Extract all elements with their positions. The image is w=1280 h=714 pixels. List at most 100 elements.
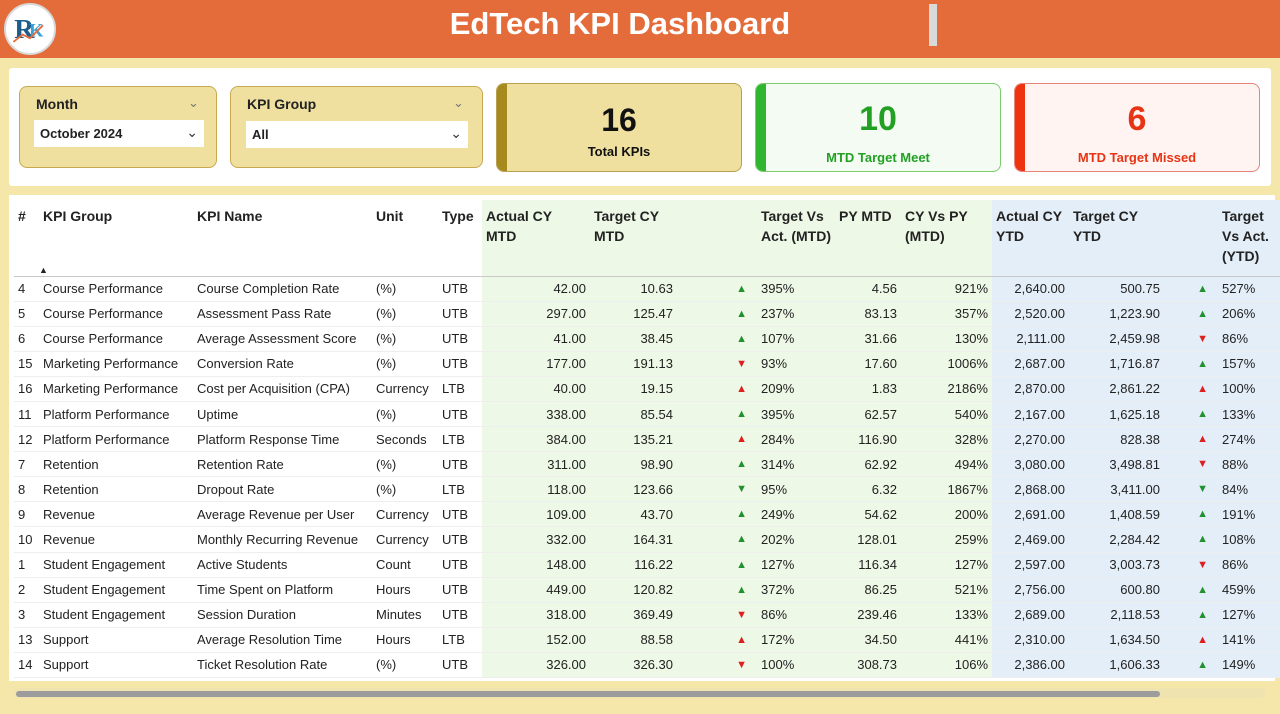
month-slicer: Month ⌄ October 2024 ⌄ xyxy=(19,86,217,168)
row-cy-vs-py: 259% xyxy=(901,526,992,553)
row-unit: (%) xyxy=(372,301,438,327)
row-py-mtd: 116.90 xyxy=(835,426,901,453)
row-kpi-group: Marketing Performance xyxy=(39,351,193,377)
row-target-ytd: 3,003.73 xyxy=(1069,552,1164,578)
row-kpi-name: Platform Response Time xyxy=(193,426,372,453)
row-target-mtd: 10.63 xyxy=(590,276,677,302)
table-row[interactable]: 13 Support Average Resolution Time Hours LTB… xyxy=(14,627,1280,653)
row-unit: (%) xyxy=(372,351,438,377)
col-header-py-mtd[interactable]: PY MTD xyxy=(835,200,901,277)
row-target-ytd: 828.38 xyxy=(1069,426,1164,453)
row-cy-vs-py: 1006% xyxy=(901,351,992,377)
row-cy-vs-py: 1867% xyxy=(901,476,992,503)
row-type: UTB xyxy=(438,501,482,528)
sort-ascending-icon: ▲ xyxy=(39,265,48,275)
triangle-up-icon: ▲ xyxy=(677,426,757,453)
row-unit: Currency xyxy=(372,376,438,402)
chevron-down-icon[interactable]: ⌄ xyxy=(453,95,464,110)
col-header-target-mtd[interactable]: Target CY MTD xyxy=(590,200,677,277)
col-header-num[interactable]: # xyxy=(14,200,39,277)
table-row[interactable]: 16 Marketing Performance Cost per Acquisit… xyxy=(14,376,1280,402)
row-actual-mtd: 40.00 xyxy=(482,376,590,402)
row-kpi-group: Course Performance xyxy=(39,276,193,302)
row-kpi-group: Marketing Performance xyxy=(39,376,193,402)
col-header-actual-ytd[interactable]: Actual CY YTD xyxy=(992,200,1069,277)
target-meet-value: 10 xyxy=(859,100,897,138)
row-kpi-name: Active Students xyxy=(193,552,372,578)
row-num: 10 xyxy=(14,526,39,553)
row-unit: Seconds xyxy=(372,426,438,453)
table-row[interactable]: 3 Student Engagement Session Duration Minut… xyxy=(14,602,1280,628)
row-kpi-group: Course Performance xyxy=(39,326,193,352)
row-kpi-name: Average Resolution Time xyxy=(193,627,372,653)
table-row[interactable]: 14 Support Ticket Resolution Rate (%) UTB 326… xyxy=(14,652,1280,679)
row-py-mtd: 308.73 xyxy=(835,652,901,679)
kpi-group-dropdown-value: All xyxy=(252,127,269,142)
row-tva-ytd: 157% xyxy=(1218,351,1280,377)
table-row[interactable]: 5 Course Performance Assessment Pass Rate(… xyxy=(14,301,1280,327)
row-tva-mtd: 395% xyxy=(757,276,835,302)
row-target-ytd: 500.75 xyxy=(1069,276,1164,302)
row-actual-ytd: 2,167.00 xyxy=(992,401,1069,428)
table-row[interactable]: 7 Retention Retention Rate (%) UTB 311.00 98.9… xyxy=(14,451,1280,478)
month-dropdown[interactable]: October 2024 ⌄ xyxy=(34,120,204,147)
row-kpi-group: Student Engagement xyxy=(39,577,193,603)
row-actual-mtd: 152.00 xyxy=(482,627,590,653)
row-kpi-group: Student Engagement xyxy=(39,552,193,578)
table-row[interactable]: 2 Student Engagement Time Spent on Platfor… xyxy=(14,577,1280,603)
row-target-ytd: 2,284.42 xyxy=(1069,526,1164,553)
row-kpi-group: Platform Performance xyxy=(39,401,193,428)
row-type: UTB xyxy=(438,526,482,553)
col-header-actual-mtd[interactable]: Actual CY MTD xyxy=(482,200,590,277)
row-py-mtd: 128.01 xyxy=(835,526,901,553)
col-header-target-ytd[interactable]: Target CY YTD xyxy=(1069,200,1164,277)
col-header-mtd-icon[interactable] xyxy=(677,200,757,277)
row-kpi-name: Course Completion Rate xyxy=(193,276,372,302)
row-actual-mtd: 326.00 xyxy=(482,652,590,679)
col-header-unit[interactable]: Unit xyxy=(372,200,438,277)
row-cy-vs-py: 328% xyxy=(901,426,992,453)
row-num: 11 xyxy=(14,401,39,428)
row-type: UTB xyxy=(438,326,482,352)
row-num: 16 xyxy=(14,376,39,402)
row-tva-ytd: 527% xyxy=(1218,276,1280,302)
row-kpi-group: Platform Performance xyxy=(39,426,193,453)
chevron-down-icon: ⌄ xyxy=(186,124,198,140)
horizontal-scrollbar-thumb[interactable] xyxy=(16,691,1160,697)
triangle-up-icon: ▲ xyxy=(677,577,757,603)
table-row[interactable]: 12 Platform Performance Platform Response … xyxy=(14,426,1280,453)
row-num: 6 xyxy=(14,326,39,352)
row-tva-ytd: 206% xyxy=(1218,301,1280,327)
col-header-name[interactable]: KPI Name xyxy=(193,200,372,277)
total-kpis-label: Total KPIs xyxy=(587,144,651,159)
table-row[interactable]: 6 Course Performance Average Assessment Sc… xyxy=(14,326,1280,352)
col-header-tva-ytd[interactable]: Target Vs Act. (YTD) xyxy=(1218,200,1280,277)
col-header-group[interactable]: KPI Group ▲ xyxy=(39,200,193,277)
table-row[interactable]: 8 Retention Dropout Rate (%) LTB 118.00 123.66… xyxy=(14,476,1280,503)
table-row[interactable]: 11 Platform Performance Uptime (%) UTB 338.00… xyxy=(14,401,1280,428)
header-divider xyxy=(929,4,937,46)
row-target-ytd: 1,223.90 xyxy=(1069,301,1164,327)
col-header-type[interactable]: Type xyxy=(438,200,482,277)
triangle-up-icon: ▲ xyxy=(1164,376,1218,402)
row-num: 8 xyxy=(14,476,39,503)
table-row[interactable]: 15 Marketing Performance Conversion Rate (%… xyxy=(14,351,1280,377)
chevron-down-icon[interactable]: ⌄ xyxy=(188,95,199,110)
row-type: UTB xyxy=(438,602,482,628)
table-row[interactable]: 1 Student Engagement Active Students Count U… xyxy=(14,552,1280,578)
table-row[interactable]: 4 Course Performance Course Completion Rat… xyxy=(14,276,1280,302)
col-header-tva-mtd[interactable]: Target Vs Act. (MTD) xyxy=(757,200,835,277)
row-actual-mtd: 42.00 xyxy=(482,276,590,302)
triangle-up-icon: ▲ xyxy=(1164,351,1218,377)
row-target-mtd: 116.22 xyxy=(590,552,677,578)
col-header-cy-vs-py[interactable]: CY Vs PY (MTD) xyxy=(901,200,992,277)
kpi-group-dropdown[interactable]: All ⌄ xyxy=(246,121,468,148)
row-kpi-name: Monthly Recurring Revenue xyxy=(193,526,372,553)
col-header-ytd-icon[interactable] xyxy=(1164,200,1218,277)
row-unit: (%) xyxy=(372,652,438,679)
row-actual-mtd: 41.00 xyxy=(482,326,590,352)
table-row[interactable]: 9 Revenue Average Revenue per User Currency… xyxy=(14,501,1280,528)
row-target-mtd: 88.58 xyxy=(590,627,677,653)
total-kpis-card: 16 Total KPIs xyxy=(496,83,742,172)
table-row[interactable]: 10 Revenue Monthly Recurring Revenue Curren… xyxy=(14,526,1280,553)
